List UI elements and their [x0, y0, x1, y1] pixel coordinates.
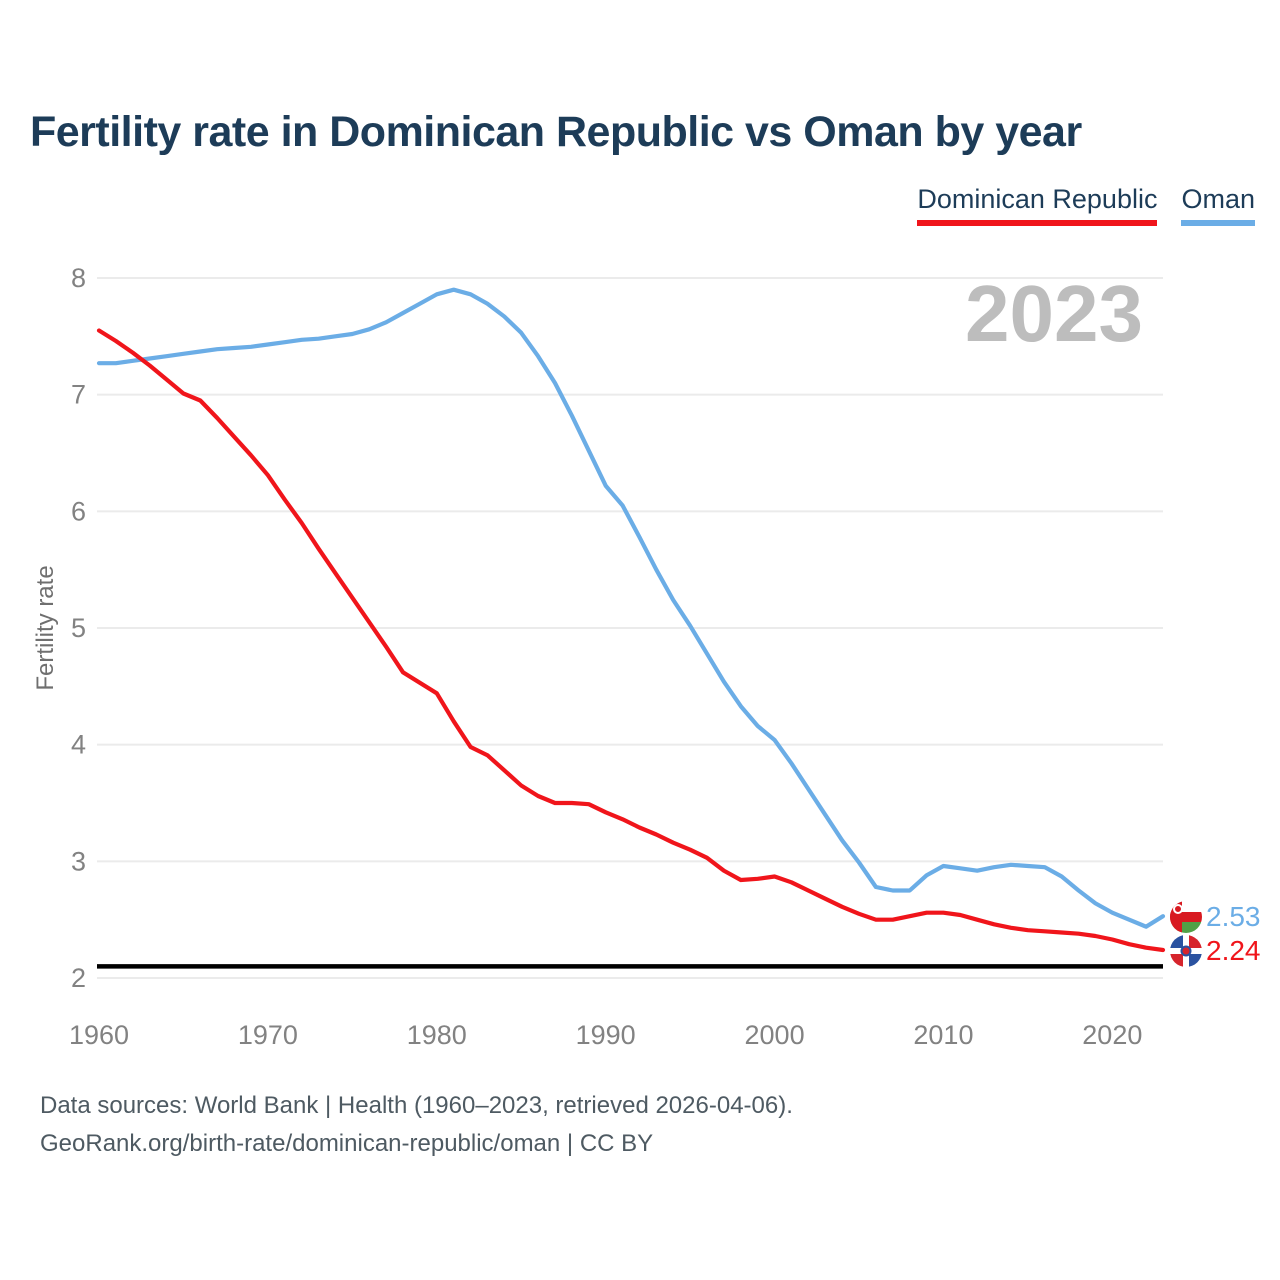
y-tick-label: 7: [71, 380, 86, 410]
oman-flag-hoist-stripe: [1170, 901, 1182, 933]
dr-flag-quadrant: [1189, 935, 1202, 948]
legend: Dominican Republic Oman: [917, 184, 1255, 226]
footer-data-sources: Data sources: World Bank | Health (1960–…: [40, 1092, 793, 1119]
dominican-republic-end-value: 2.24: [1206, 935, 1261, 966]
dr-flag-quadrant: [1170, 935, 1183, 948]
x-tick-label: 2010: [913, 1020, 973, 1050]
footer-attribution-link: GeoRank.org/birth-rate/dominican-republi…: [40, 1130, 654, 1157]
y-tick-label: 5: [71, 613, 86, 643]
y-tick-label: 3: [71, 846, 86, 876]
legend-label-dominican-republic: Dominican Republic: [917, 184, 1158, 214]
oman-flag-icon: [1170, 901, 1202, 933]
oman-end-value: 2.53: [1206, 901, 1261, 932]
series-line-dominican-republic: [96, 328, 1166, 953]
dr-flag-emblem: [1180, 945, 1192, 957]
series-line-oman: [96, 287, 1166, 929]
y-tick-label: 4: [71, 730, 86, 760]
legend-item-dominican-republic[interactable]: Dominican Republic: [917, 184, 1158, 226]
x-tick-label: 1980: [407, 1020, 467, 1050]
chart-title: Fertility rate in Dominican Republic vs …: [30, 108, 1082, 156]
dr-flag-quadrant: [1189, 954, 1202, 967]
legend-item-oman[interactable]: Oman: [1181, 184, 1255, 226]
x-tick-label: 1960: [69, 1020, 129, 1050]
oman-flag-emblem: [1173, 904, 1183, 914]
legend-label-oman: Oman: [1181, 184, 1255, 214]
y-tick-label: 8: [71, 263, 86, 293]
x-tick-label: 2000: [745, 1020, 805, 1050]
x-tick-label: 1970: [238, 1020, 298, 1050]
y-tick-label: 2: [71, 963, 86, 993]
y-tick-label: 6: [71, 496, 86, 526]
x-tick-label: 2020: [1082, 1020, 1142, 1050]
dominican-republic-flag-icon: [1170, 935, 1202, 967]
dr-flag-quadrant: [1170, 954, 1183, 967]
year-watermark: 2023: [965, 269, 1143, 358]
x-tick-label: 1990: [576, 1020, 636, 1050]
